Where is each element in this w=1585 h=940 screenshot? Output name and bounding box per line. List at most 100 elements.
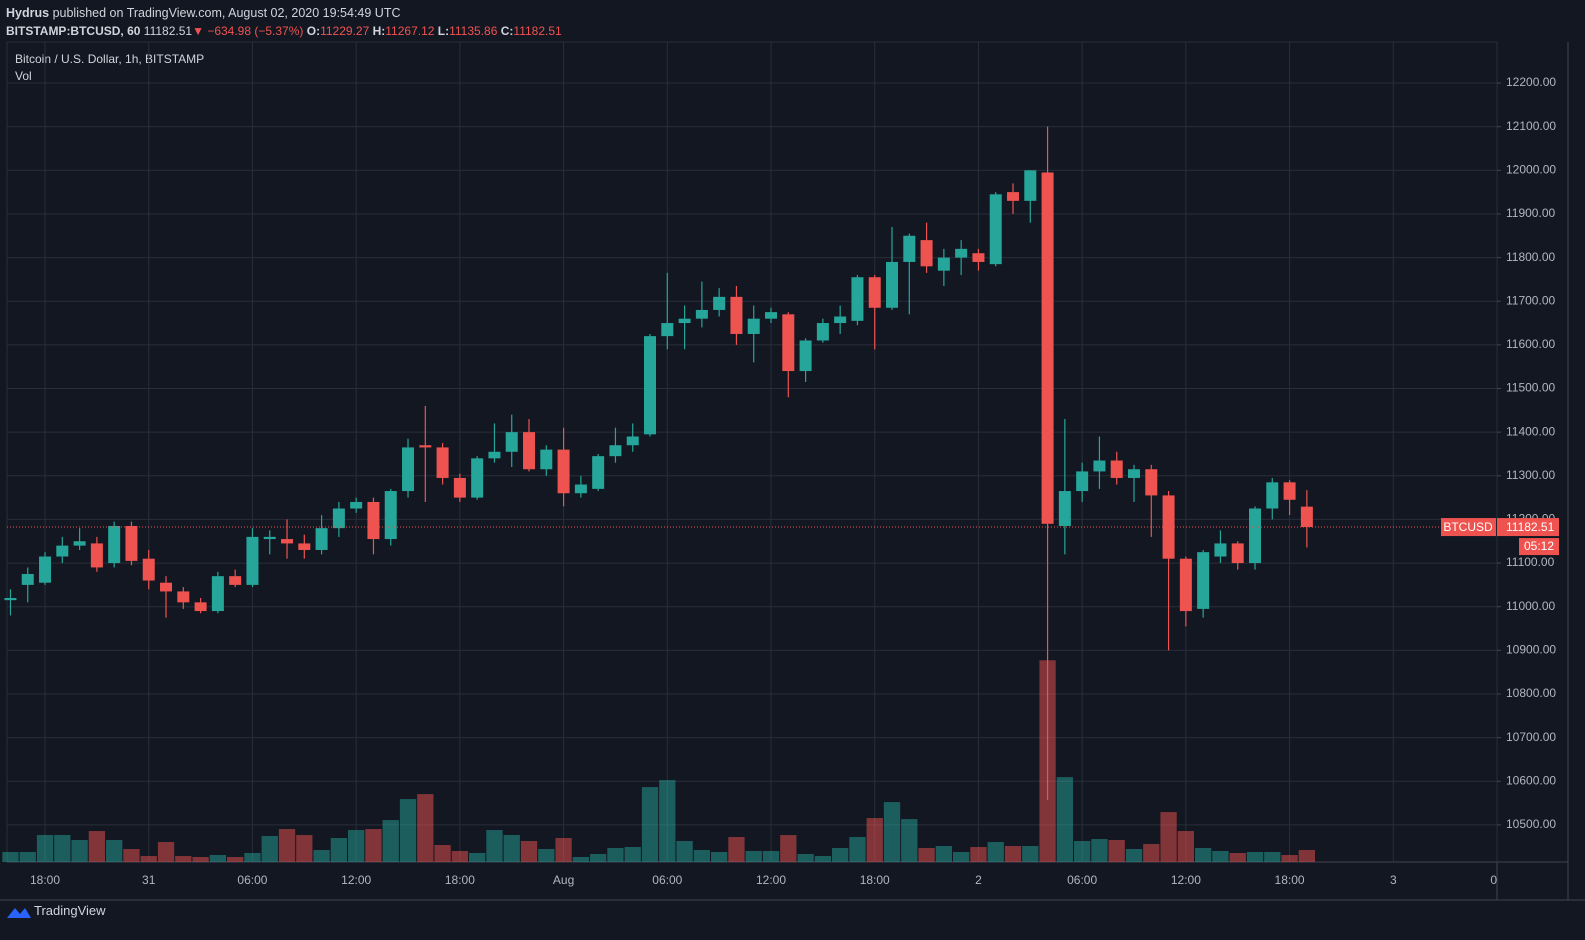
y-tick-label: 10900.00 bbox=[1506, 643, 1556, 657]
volume-bar bbox=[261, 836, 278, 862]
logo bbox=[7, 908, 31, 918]
volume-bar bbox=[140, 856, 157, 862]
volume-bar bbox=[745, 851, 762, 862]
y-tick-label: 11400.00 bbox=[1506, 424, 1555, 438]
volume-bar bbox=[1195, 848, 1212, 862]
candle-body bbox=[989, 194, 1002, 265]
volume-bar bbox=[641, 787, 659, 862]
x-tick-label: 2 bbox=[975, 873, 982, 887]
volume-bar bbox=[1160, 812, 1177, 862]
candle-body bbox=[453, 477, 466, 498]
low: 11135.86 bbox=[449, 24, 498, 38]
y-tick-label: 12100.00 bbox=[1506, 119, 1556, 133]
candle-body bbox=[816, 323, 829, 341]
volume-bar bbox=[883, 802, 901, 862]
y-tick-label: 10600.00 bbox=[1506, 773, 1556, 787]
volume-bar bbox=[780, 835, 797, 862]
volume-bar bbox=[797, 854, 814, 862]
volume-bar bbox=[19, 852, 36, 862]
candle-body bbox=[834, 316, 847, 324]
candle-body bbox=[920, 240, 933, 267]
candle-body bbox=[402, 447, 415, 492]
volume-bar bbox=[451, 851, 469, 862]
volume-bar bbox=[2, 852, 19, 862]
published: published on TradingView.com, August 02,… bbox=[52, 6, 401, 20]
candle-body bbox=[523, 432, 536, 470]
y-tick-label: 11100.00 bbox=[1506, 555, 1555, 569]
candle-body bbox=[609, 445, 622, 457]
volume-bar bbox=[832, 848, 849, 862]
volume-bar bbox=[486, 830, 503, 862]
footer-brand: TradingView bbox=[34, 903, 106, 918]
y-tick-label: 11600.00 bbox=[1506, 337, 1555, 351]
y-tick-label: 11900.00 bbox=[1506, 206, 1555, 220]
candle-body bbox=[263, 536, 276, 540]
candle-body bbox=[90, 543, 103, 568]
price-tag-label: 11182.51 bbox=[1506, 520, 1555, 534]
candle-body bbox=[661, 323, 674, 337]
volume-bar bbox=[918, 848, 935, 862]
volume-bar bbox=[762, 851, 780, 862]
x-tick-label: 18:00 bbox=[30, 873, 60, 887]
candle-body bbox=[868, 277, 881, 308]
c-label: C: bbox=[500, 24, 514, 38]
candle-body bbox=[1145, 469, 1158, 496]
volume-bar bbox=[88, 831, 106, 862]
volume-bar bbox=[36, 835, 54, 862]
volume-bar bbox=[866, 818, 883, 862]
plot-frame bbox=[6, 41, 1498, 863]
volume-bar bbox=[728, 837, 745, 862]
y-tick-label: 12000.00 bbox=[1506, 162, 1556, 176]
h-label: H: bbox=[372, 24, 386, 38]
candle-body bbox=[367, 501, 380, 540]
candle-body bbox=[937, 257, 950, 271]
volume-bar bbox=[244, 853, 261, 862]
volume-bar bbox=[1212, 851, 1229, 862]
volume-bar bbox=[624, 847, 641, 862]
countdown-tag bbox=[1519, 538, 1559, 556]
volume-bar bbox=[1143, 844, 1160, 862]
volume-bar bbox=[849, 837, 866, 862]
candle-body bbox=[1093, 460, 1106, 472]
volume-bar bbox=[330, 838, 348, 862]
change: −634.98 (−5.37%) bbox=[207, 24, 304, 38]
volume-bar bbox=[676, 841, 693, 862]
x-tick-label: 31 bbox=[142, 873, 156, 887]
close: 11182.51 bbox=[513, 24, 562, 38]
volume-bar bbox=[503, 835, 520, 862]
volume-bar bbox=[1177, 831, 1195, 862]
x-tick-label: 06:00 bbox=[1067, 873, 1097, 887]
volume-bar bbox=[1091, 839, 1108, 862]
candle-body bbox=[799, 340, 812, 372]
x-labels: 18:00 31 06:00 12:00 18:00 Aug 06:00 12:00 18:00… bbox=[30, 873, 1497, 887]
x-tick-label: 06:00 bbox=[237, 873, 267, 887]
header: Hydrus published on TradingView.com, Aug… bbox=[6, 4, 562, 40]
volume-bar bbox=[1108, 840, 1125, 862]
volume-bar bbox=[711, 852, 728, 862]
candle-body bbox=[747, 318, 760, 334]
volume-bar bbox=[987, 842, 1004, 862]
candle-body bbox=[695, 309, 708, 319]
candle-body bbox=[540, 449, 553, 470]
y-tick-label: 11800.00 bbox=[1506, 250, 1555, 264]
x-tick-label: 12:00 bbox=[756, 873, 786, 887]
volume-bar bbox=[693, 850, 711, 862]
volume-bar bbox=[1056, 777, 1074, 862]
candle-body bbox=[505, 432, 518, 452]
candle-body bbox=[1058, 491, 1071, 526]
candle-body bbox=[281, 539, 294, 544]
candle-body bbox=[1110, 460, 1123, 478]
candle-body bbox=[350, 501, 363, 509]
candle-body bbox=[1231, 543, 1244, 564]
symbol-tag-label: BTCUSD bbox=[1443, 520, 1493, 534]
volume-bar bbox=[54, 835, 71, 862]
volume-bar bbox=[1229, 853, 1246, 862]
volume-bar bbox=[1074, 841, 1091, 862]
author: Hydrus bbox=[6, 6, 50, 20]
volume-bar bbox=[71, 840, 88, 862]
candle-body bbox=[1024, 170, 1037, 201]
candle-body bbox=[886, 261, 899, 308]
open: 11229.27 bbox=[320, 24, 370, 38]
candle-body bbox=[142, 558, 155, 581]
volume-bar bbox=[538, 849, 555, 862]
